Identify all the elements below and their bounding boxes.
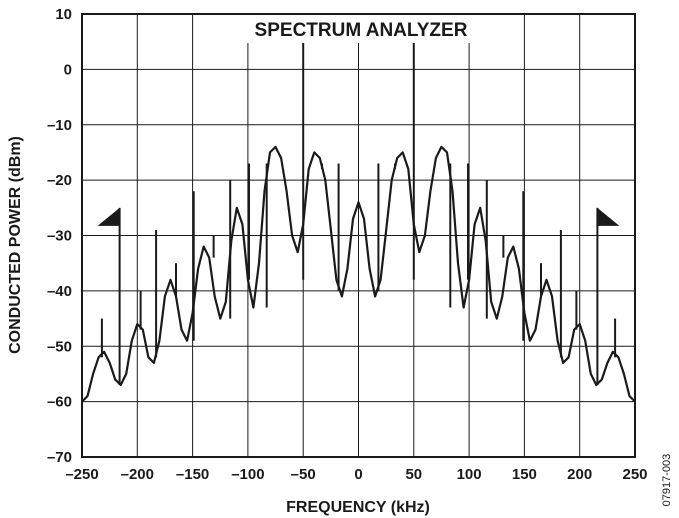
y-tick-label: –60 (47, 394, 72, 411)
x-axis-title: FREQUENCY (kHz) (286, 499, 430, 516)
y-tick-label: –40 (47, 283, 72, 300)
marker-flag-left (97, 207, 120, 226)
x-tick-label: –50 (291, 466, 316, 483)
y-tick-labels: 10 0 –10 –20 –30 –40 –50 –60 –70 (47, 6, 72, 466)
x-tick-label: 50 (405, 466, 422, 483)
y-tick-label: –30 (47, 228, 72, 245)
x-tick-label: –100 (231, 466, 264, 483)
x-tick-label: –250 (65, 466, 98, 483)
x-tick-label: 100 (457, 466, 482, 483)
chart-title-background (232, 15, 490, 43)
plot-frame (81, 13, 636, 458)
y-tick-label: –20 (47, 172, 72, 189)
y-tick-label: 10 (55, 6, 72, 23)
figure-id: 07917-003 (661, 454, 673, 507)
y-tick-label: 0 (64, 61, 72, 78)
y-tick-label: –50 (47, 338, 72, 355)
marker-flag-right (597, 207, 620, 226)
x-tick-label: –150 (176, 466, 209, 483)
x-tick-labels: –250 –200 –150 –100 –50 0 50 100 150 200 250 (65, 466, 647, 483)
x-tick-label: 200 (567, 466, 592, 483)
spectrum-trace-line-0 (81, 145, 636, 403)
y-tick-label: –10 (47, 117, 72, 134)
chart-title: SPECTRUM ANALYZER (255, 20, 468, 41)
x-tick-label: –200 (121, 466, 154, 483)
y-tick-label: –70 (47, 449, 72, 466)
y-axis-title: CONDUCTED POWER (dBm) (7, 136, 24, 354)
x-tick-label: 250 (622, 466, 647, 483)
x-tick-label: 150 (512, 466, 537, 483)
x-tick-label: 0 (354, 466, 362, 483)
marker-layer (97, 207, 620, 226)
